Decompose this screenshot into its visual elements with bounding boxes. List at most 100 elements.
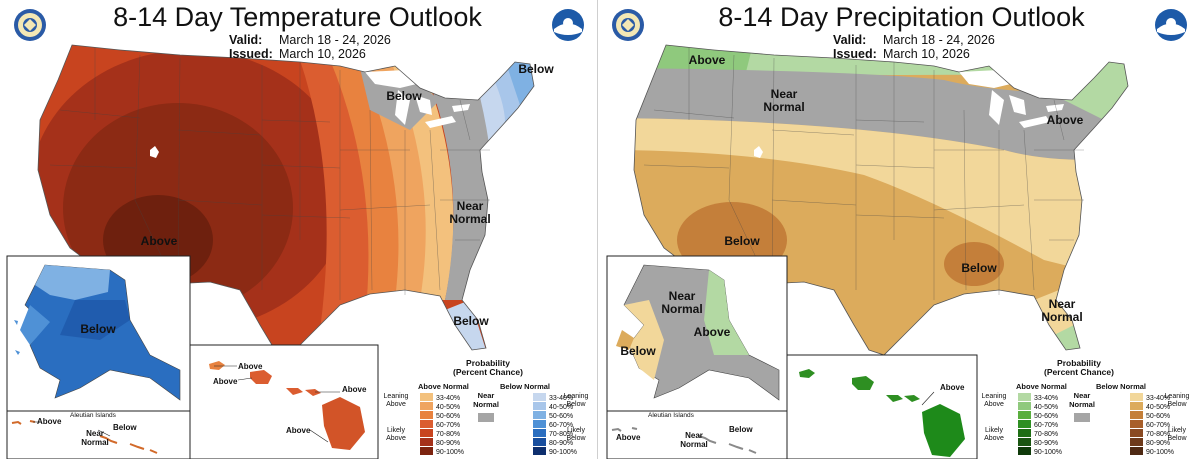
- legend-range-above-3: 60-70%: [1034, 422, 1058, 429]
- label-alaska-below: Below: [620, 344, 656, 358]
- legend-range-below-0: 33-40%: [549, 395, 573, 402]
- legend-swatch-above-6: [1018, 447, 1031, 455]
- doc-seal-icon: [14, 9, 46, 41]
- legend-likely-above-2: Above: [386, 435, 406, 442]
- temperature-valid: Valid: March 18 - 24, 2026: [229, 33, 391, 47]
- hawaii-inset: [786, 354, 978, 459]
- legend-range-below-2: 50-60%: [1146, 413, 1170, 420]
- state-boundaries: [49, 48, 490, 300]
- legend-leaning-below-2: Below: [1167, 401, 1187, 408]
- legend-swatch-above-2: [420, 411, 433, 419]
- legend-range-above-2: 50-60%: [1034, 413, 1058, 420]
- legend-swatch-above-5: [1018, 438, 1031, 446]
- legend-range-above-4: 70-80%: [436, 431, 460, 438]
- legend-likely-below-1: Likely: [1168, 427, 1186, 434]
- legend-leaning-above-1: Leaning: [982, 393, 1007, 400]
- legend-title-2: (Percent Chance): [453, 367, 523, 377]
- aleutian-strip: [606, 410, 788, 459]
- legend-swatch-above-3: [1018, 420, 1031, 428]
- legend-leaning-below-2: Below: [566, 401, 586, 408]
- label-below-northeast: Below: [518, 62, 554, 76]
- legend-leaning-above-2: Above: [984, 401, 1004, 408]
- label-hawaii-above-1: Above: [238, 362, 263, 371]
- label-aleutian-islands: Aleutian Islands: [70, 412, 117, 419]
- legend-swatch-below-4: [533, 429, 546, 437]
- legend-swatch-below-1: [533, 402, 546, 410]
- hawaii-inset: [189, 344, 379, 459]
- legend-swatch-above-4: [420, 429, 433, 437]
- legend-swatch-above-6: [420, 447, 433, 455]
- legend-near-2: Normal: [473, 400, 499, 409]
- legend-col1-head: Above Normal: [418, 382, 469, 391]
- legend-leaning-below-1: Leaning: [564, 393, 589, 400]
- precipitation-map: Above Near Normal Above Below Below Near…: [606, 44, 1190, 459]
- label-below-southwest: Below: [724, 234, 760, 248]
- legend-leaning-below-1: Leaning: [1165, 393, 1190, 400]
- legend-col2-head: Below Normal: [500, 382, 550, 391]
- legend-leaning-above-1: Leaning: [384, 393, 409, 400]
- legend-range-above-1: 40-50%: [436, 404, 460, 411]
- legend-col1-head: Above Normal: [1016, 382, 1067, 391]
- legend-near-1: Near: [478, 391, 495, 400]
- label-near-normal-north-1: Near: [771, 87, 798, 101]
- label-aleutian-below: Below: [113, 423, 137, 432]
- legend-range-below-4: 70-80%: [1146, 431, 1170, 438]
- legend-swatch-above-1: [1018, 402, 1031, 410]
- doc-seal-icon: [612, 9, 644, 41]
- legend-range-below-1: 40-50%: [549, 404, 573, 411]
- legend-swatch-below-2: [1130, 411, 1143, 419]
- label-aleutian-above: Above: [37, 417, 62, 426]
- label-aleutian-near-2: Normal: [81, 438, 109, 447]
- legend-swatch-below-0: [1130, 393, 1143, 401]
- legend-near-1: Near: [1074, 391, 1091, 400]
- issued-label: Issued:: [229, 47, 273, 61]
- legend-title-2: (Percent Chance): [1044, 367, 1114, 377]
- label-hawaii-above-2: Above: [213, 377, 238, 386]
- state-boundaries: [643, 48, 1084, 300]
- legend-likely-below-1: Likely: [567, 427, 585, 434]
- legend-range-above-6: 90-100%: [436, 449, 464, 456]
- alaska-inset: [606, 255, 788, 459]
- legend-likely-above-2: Above: [984, 435, 1004, 442]
- legend-range-above-0: 33-40%: [1034, 395, 1058, 402]
- legend-swatch-above-0: [1018, 393, 1031, 401]
- noaa-logo-icon: [1155, 9, 1187, 41]
- precipitation-issued: Issued: March 10, 2026: [833, 47, 970, 61]
- legend-swatch-below-5: [533, 438, 546, 446]
- legend-likely-above-1: Likely: [387, 427, 405, 434]
- legend-title-1: Probability: [1057, 358, 1101, 368]
- label-aleutian-near-1: Near: [685, 431, 703, 440]
- legend-range-below-0: 33-40%: [1146, 395, 1170, 402]
- legend-range-above-6: 90-100%: [1034, 449, 1062, 456]
- great-lakes: [365, 70, 470, 128]
- label-below-south: Below: [961, 261, 997, 275]
- legend-swatch-below-1: [1130, 402, 1143, 410]
- legend-near-2: Normal: [1069, 400, 1095, 409]
- label-hawaii-above: Above: [940, 383, 965, 392]
- temperature-map: Above Below Below Near Normal Below Belo…: [6, 44, 589, 459]
- valid-value: March 18 - 24, 2026: [279, 33, 391, 47]
- legend-range-above-3: 60-70%: [436, 422, 460, 429]
- legend-swatch-below-3: [1130, 420, 1143, 428]
- legend-likely-below-2: Below: [1167, 435, 1187, 442]
- valid-label: Valid:: [833, 33, 867, 47]
- legend-range-above-5: 80-90%: [436, 440, 460, 447]
- label-near-normal-east-1: Near: [457, 199, 484, 213]
- label-near-normal-east-2: Normal: [449, 212, 490, 226]
- alaska-inset: [6, 255, 251, 412]
- legend-likely-above-1: Likely: [985, 427, 1003, 434]
- legend-range-above-5: 80-90%: [1034, 440, 1058, 447]
- panel-divider: [597, 0, 603, 459]
- legend-range-above-4: 70-80%: [1034, 431, 1058, 438]
- label-alaska-near-2: Normal: [661, 302, 702, 316]
- legend-range-below-4: 70-80%: [549, 431, 573, 438]
- legend-title-1: Probability: [466, 358, 510, 368]
- label-near-normal-north-2: Normal: [763, 100, 804, 114]
- issued-label: Issued:: [833, 47, 877, 61]
- legend-range-below-3: 60-70%: [549, 422, 573, 429]
- legend-range-above-2: 50-60%: [436, 413, 460, 420]
- legend-swatch-above-2: [1018, 411, 1031, 419]
- legend-swatch-below-3: [533, 420, 546, 428]
- precipitation-title: 8-14 Day Precipitation Outlook: [718, 2, 1085, 32]
- legend-range-below-2: 50-60%: [549, 413, 573, 420]
